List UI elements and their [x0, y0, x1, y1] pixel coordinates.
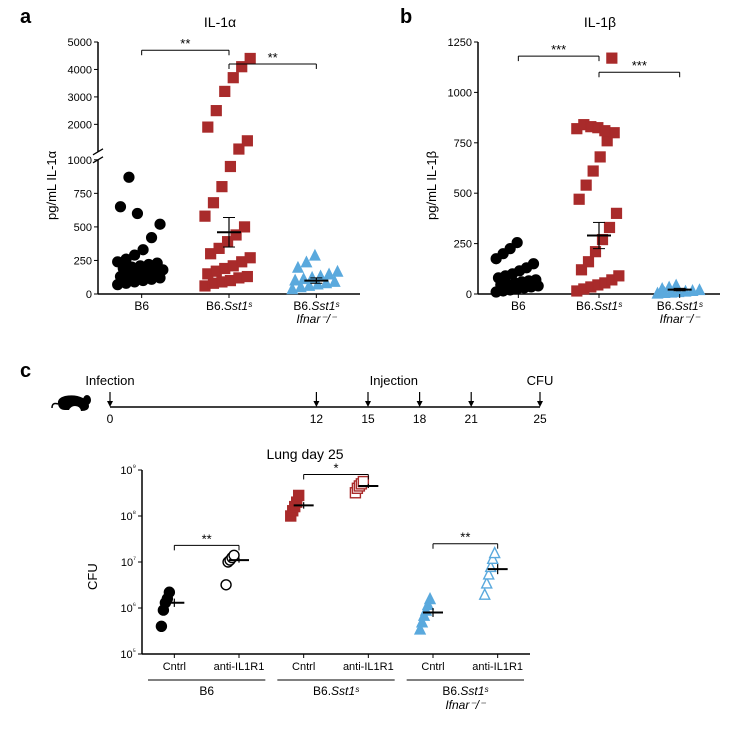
chart-c: 10⁵ 10⁶ 10⁷ 10⁸ 10⁹ Cntrl anti-IL1R1 Cntrl anti-… [100, 464, 560, 754]
svg-text:18: 18 [413, 412, 427, 426]
svg-text:***: *** [551, 42, 566, 57]
svg-text:25: 25 [533, 412, 547, 426]
svg-text:500: 500 [454, 188, 472, 200]
panel-c-ylabel: CFU [85, 563, 100, 590]
svg-text:Cntrl: Cntrl [292, 661, 315, 673]
svg-text:**: ** [460, 530, 470, 545]
svg-text:**: ** [180, 36, 190, 51]
svg-text:B6.Sst1ˢ: B6.Sst1ˢ [313, 684, 360, 698]
chart-a: 0 250 500 750 1000 2000 3000 4000 5000 B6 B6.Sst1ˢ… [60, 34, 380, 354]
chart-b: 025050075010001250B6B6.Sst1ˢB6.Sst1ˢIfna… [440, 34, 740, 354]
svg-text:*: * [333, 460, 338, 475]
svg-text:250: 250 [454, 239, 472, 251]
svg-text:B6.Sst1ˢ: B6.Sst1ˢ [442, 684, 489, 698]
svg-text:750: 750 [454, 138, 472, 150]
svg-text:B6.Sst1ˢ: B6.Sst1ˢ [293, 299, 340, 313]
panel-b-ylabel: pg/mL IL-1β [424, 151, 439, 220]
svg-text:10⁹: 10⁹ [120, 463, 136, 478]
svg-text:**: ** [202, 531, 212, 546]
svg-text:anti-IL1R1: anti-IL1R1 [214, 661, 265, 673]
panel-a-title: IL-1α [145, 14, 295, 30]
svg-text:Injection: Injection [370, 373, 418, 388]
svg-text:1250: 1250 [448, 37, 472, 49]
svg-text:2000: 2000 [68, 119, 92, 131]
svg-text:10⁶: 10⁶ [120, 601, 136, 616]
svg-text:B6.Sst1ˢ: B6.Sst1ˢ [206, 299, 253, 313]
svg-text:**: ** [268, 50, 278, 65]
svg-text:12: 12 [310, 412, 324, 426]
svg-text:1000: 1000 [448, 87, 472, 99]
panel-a-ylabel: pg/mL IL-1α [44, 151, 59, 220]
panel-a-label: a [20, 6, 31, 29]
panel-b-title: IL-1β [525, 14, 675, 30]
svg-text:Ifnar⁻/⁻: Ifnar⁻/⁻ [660, 312, 702, 326]
svg-text:3000: 3000 [68, 92, 92, 104]
svg-text:B6: B6 [199, 684, 214, 698]
svg-text:5000: 5000 [68, 37, 92, 49]
svg-text:B6: B6 [134, 299, 149, 313]
svg-text:1000: 1000 [68, 155, 92, 167]
svg-text:10⁷: 10⁷ [121, 555, 136, 570]
svg-text:250: 250 [74, 255, 92, 267]
svg-text:Cntrl: Cntrl [421, 661, 444, 673]
panel-b-label: b [400, 6, 412, 29]
timeline-c: 0 12 15 18 21 25 Infection Injection CFU [50, 362, 590, 442]
panel-c-title: Lung day 25 [230, 446, 380, 462]
svg-text:15: 15 [361, 412, 375, 426]
svg-text:10⁵: 10⁵ [120, 647, 136, 662]
svg-text:0: 0 [86, 289, 92, 301]
svg-text:B6.Sst1ˢ: B6.Sst1ˢ [657, 299, 704, 313]
svg-text:21: 21 [465, 412, 479, 426]
svg-text:Cntrl: Cntrl [163, 661, 186, 673]
svg-text:B6: B6 [511, 299, 526, 313]
svg-text:CFU: CFU [527, 373, 554, 388]
svg-text:***: *** [632, 58, 647, 73]
svg-text:500: 500 [74, 222, 92, 234]
svg-text:anti-IL1R1: anti-IL1R1 [343, 661, 394, 673]
panel-c-label: c [20, 360, 31, 383]
svg-text:4000: 4000 [68, 64, 92, 76]
svg-text:anti-IL1R1: anti-IL1R1 [472, 661, 523, 673]
svg-text:Infection: Infection [85, 373, 134, 388]
svg-text:B6.Sst1ˢ: B6.Sst1ˢ [576, 299, 623, 313]
svg-text:Ifnar⁻/⁻: Ifnar⁻/⁻ [445, 698, 487, 712]
svg-text:0: 0 [107, 412, 114, 426]
svg-text:10⁸: 10⁸ [120, 509, 136, 524]
svg-text:750: 750 [74, 188, 92, 200]
svg-text:Ifnar⁻/⁻: Ifnar⁻/⁻ [296, 312, 338, 326]
svg-text:0: 0 [466, 289, 472, 301]
